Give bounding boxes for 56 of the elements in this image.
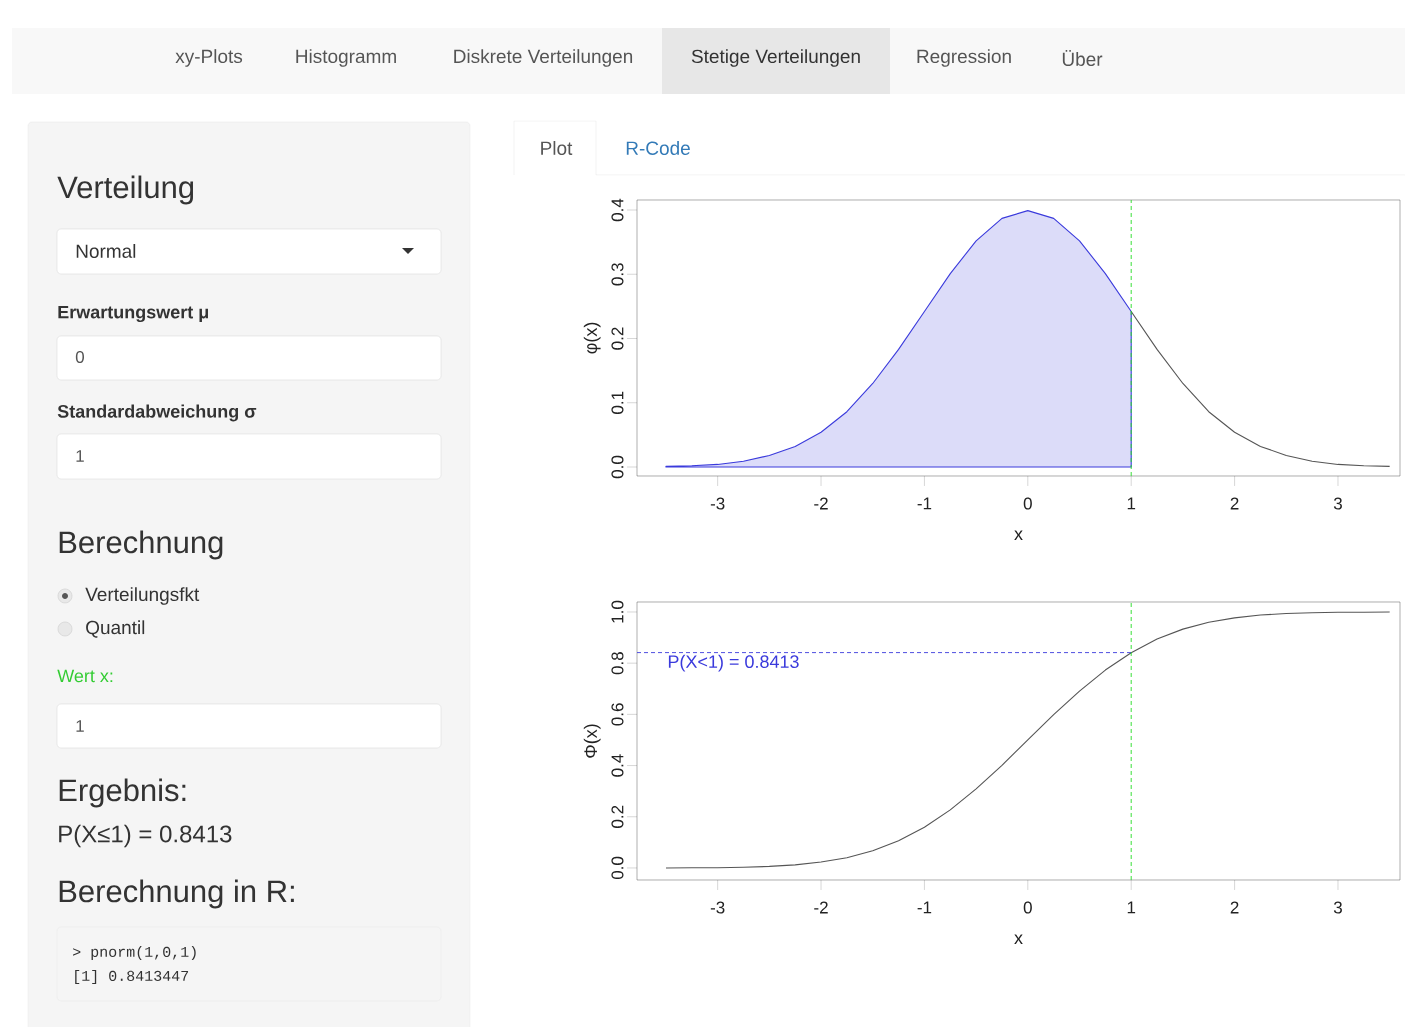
- x-tick-label: 2: [1230, 497, 1239, 510]
- text: R-Code: [626, 141, 690, 155]
- y-tick-label: 0.0: [611, 455, 624, 479]
- y-tick-label: 0.1: [611, 391, 624, 414]
- text: Über: [1062, 49, 1103, 67]
- x-tick-label: 2: [1230, 901, 1239, 914]
- y-tick-label: 0.6: [611, 703, 624, 726]
- text: Histogramm: [296, 49, 396, 67]
- text: Berechnung: [59, 530, 223, 560]
- x-tick-label: 0: [1023, 497, 1032, 510]
- y-tick-label: 0.2: [611, 327, 624, 350]
- y-tick-label: 1.0: [611, 600, 624, 623]
- text: Ergebnis:: [59, 778, 186, 808]
- text: Plot: [541, 141, 573, 155]
- x-tick-label: -2: [814, 497, 828, 510]
- y-tick-label: 0.2: [611, 805, 624, 828]
- x-axis-title: x: [1014, 530, 1023, 540]
- text: Diskrete Verteilungen: [454, 49, 633, 67]
- x-tick-label: -3: [710, 497, 725, 510]
- text: Stetige Verteilungen: [691, 49, 860, 67]
- x-tick-label: -2: [814, 901, 828, 914]
- x-axis-title: x: [1014, 934, 1023, 944]
- x-tick-label: -3: [710, 901, 725, 914]
- text: Regression: [917, 49, 1011, 67]
- text: Wert x:: [57, 669, 113, 683]
- x-tick-label: -1: [917, 901, 932, 914]
- x-tick-label: 1: [1127, 901, 1136, 914]
- y-tick-label: 0.4: [611, 198, 624, 222]
- text: 1: [76, 450, 84, 462]
- y-axis-title: Φ(x): [583, 724, 601, 758]
- text: Normal: [76, 244, 136, 258]
- text: [1] 0.8413447: [75, 969, 189, 984]
- x-tick-label: -1: [917, 497, 932, 510]
- line-series: [665, 611, 1391, 869]
- text: Berechnung in R:: [59, 879, 294, 909]
- line-series: [1130, 310, 1391, 467]
- text: Standardabweichung σ: [57, 404, 257, 422]
- y-tick-label: 0.8: [611, 652, 624, 675]
- x-tick-label: 1: [1127, 497, 1136, 510]
- y-tick-label: 0.0: [611, 856, 624, 880]
- text: Verteilung: [57, 175, 194, 205]
- text: Verteilungsfkt: [85, 587, 200, 605]
- x-tick-label: 3: [1333, 497, 1342, 510]
- y-axis-title: φ(x): [583, 322, 601, 354]
- ref-line-label: P(X<1) = 0.8413: [668, 654, 799, 672]
- x-tick-label: 3: [1333, 901, 1342, 914]
- text: 0: [75, 350, 85, 364]
- y-tick-label: 0.4: [611, 754, 624, 777]
- text: Erwartungswert μ: [58, 305, 209, 323]
- text: > pnorm(1,0,1): [73, 945, 196, 960]
- text: 1: [76, 720, 84, 732]
- text: P(X≤1) = 0.8413: [59, 824, 232, 848]
- text: xy-Plots: [175, 49, 243, 67]
- y-tick-label: 0.3: [611, 263, 624, 286]
- text: Quantil: [86, 620, 145, 638]
- x-tick-label: 0: [1023, 901, 1032, 914]
